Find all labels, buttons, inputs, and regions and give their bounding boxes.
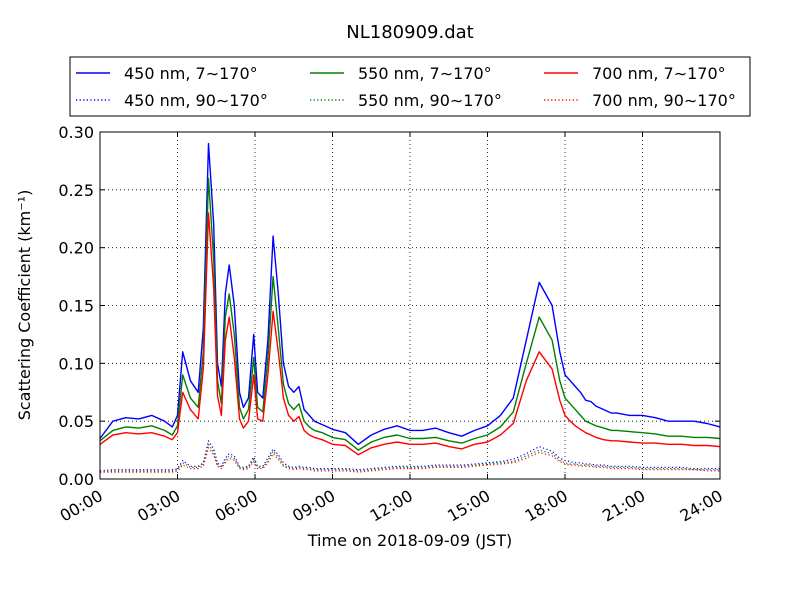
legend-label-4: 550 nm, 90∼170° — [358, 91, 502, 110]
series-layer — [99, 142, 721, 473]
x-tick-label: 18:00 — [522, 486, 571, 526]
legend-label-5: 700 nm, 90∼170° — [592, 91, 736, 110]
chart-title: NL180909.dat — [346, 22, 473, 43]
legend-label-0: 450 nm, 7∼170° — [124, 64, 258, 83]
axis-ticks: 00:00 03:00 06:00 09:00 12:00 15:00 18:00 21:00… — [57, 123, 726, 526]
y-tick-label: 0.10 — [58, 354, 94, 373]
legend: 450 nm, 7∼170° 550 nm, 7∼170° 700 nm, 7∼17… — [69, 56, 751, 117]
x-tick-label: 15:00 — [444, 486, 493, 526]
legend-label-2: 700 nm, 7∼170° — [592, 64, 726, 83]
series-line-2 — [99, 212, 721, 456]
y-tick-label: 0.25 — [58, 181, 94, 200]
legend-frame — [69, 56, 751, 117]
y-tick-label: 0.05 — [58, 412, 94, 431]
y-tick-label: 0.00 — [58, 470, 94, 489]
series-line-0 — [99, 142, 721, 445]
y-tick-label: 0.30 — [58, 123, 94, 142]
y-axis-label: Scattering Coefficient (km⁻¹) — [15, 190, 34, 421]
x-tick-label: 24:00 — [677, 486, 726, 526]
legend-label-3: 450 nm, 90∼170° — [124, 91, 268, 110]
series-line-1 — [99, 177, 721, 451]
y-tick-label: 0.15 — [58, 297, 94, 316]
x-tick-label: 00:00 — [57, 486, 106, 526]
grid-lines — [100, 132, 720, 479]
series-line-5 — [100, 447, 720, 473]
x-tick-label: 21:00 — [599, 486, 648, 526]
x-axis-label: Time on 2018-09-09 (JST) — [307, 531, 512, 550]
y-tick-label: 0.20 — [58, 239, 94, 258]
x-tick-label: 12:00 — [367, 486, 416, 526]
x-tick-label: 03:00 — [134, 486, 183, 526]
series-line-3 — [99, 440, 720, 472]
x-tick-label: 06:00 — [212, 486, 261, 526]
x-tick-label: 09:00 — [289, 486, 338, 526]
legend-label-1: 550 nm, 7∼170° — [358, 64, 492, 83]
